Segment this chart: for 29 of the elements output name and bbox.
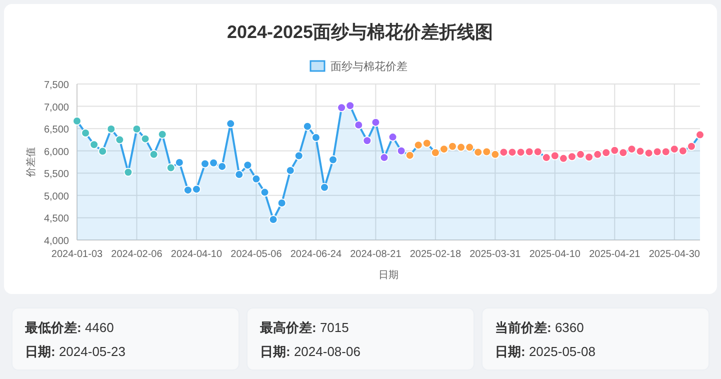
y-tick-label: 7,000 bbox=[44, 102, 70, 114]
y-tick-label: 7,500 bbox=[44, 80, 70, 91]
x-axis-title: 日期 bbox=[378, 269, 398, 281]
x-tick-label: 2024-05-06 bbox=[230, 249, 282, 260]
x-tick-label: 2024-06-24 bbox=[290, 249, 342, 260]
y-tick-label: 5,000 bbox=[44, 191, 70, 202]
legend-label: 面纱与棉花价差 bbox=[330, 60, 408, 73]
x-tick-label: 2024-04-10 bbox=[170, 249, 222, 260]
y-tick-label: 4,500 bbox=[44, 214, 70, 225]
x-tick-label: 2025-04-21 bbox=[589, 249, 641, 260]
text: 日期: 2024-08-06 bbox=[260, 344, 360, 359]
x-tick-label: 2025-04-10 bbox=[529, 249, 581, 260]
text: 日期: 2025-05-08 bbox=[495, 344, 596, 359]
chart-title: 2024-2025面纱与棉花价差折线图 bbox=[226, 22, 494, 42]
y-tick-label: 6,500 bbox=[44, 124, 70, 136]
text: 最低价差: 4460 bbox=[24, 320, 114, 335]
text: 当前价差: 6360 bbox=[495, 320, 584, 335]
text: 最高价差: 7015 bbox=[259, 320, 349, 335]
x-tick-label: 2025-03-31 bbox=[470, 249, 522, 260]
x-tick-label: 2025-04-30 bbox=[648, 249, 700, 260]
y-tick-label: 6,000 bbox=[44, 146, 70, 158]
x-tick-label: 2024-08-21 bbox=[350, 249, 402, 260]
x-tick-label: 2024-01-03 bbox=[51, 249, 104, 260]
x-tick-label: 2025-02-18 bbox=[410, 249, 462, 260]
text: 日期: 2024-05-23 bbox=[25, 344, 126, 359]
x-tick-label: 2024-02-06 bbox=[111, 249, 163, 260]
y-axis-title: 价差值 bbox=[25, 147, 37, 178]
y-tick-label: 5,500 bbox=[44, 169, 70, 180]
y-tick-label: 4,000 bbox=[44, 236, 70, 247]
